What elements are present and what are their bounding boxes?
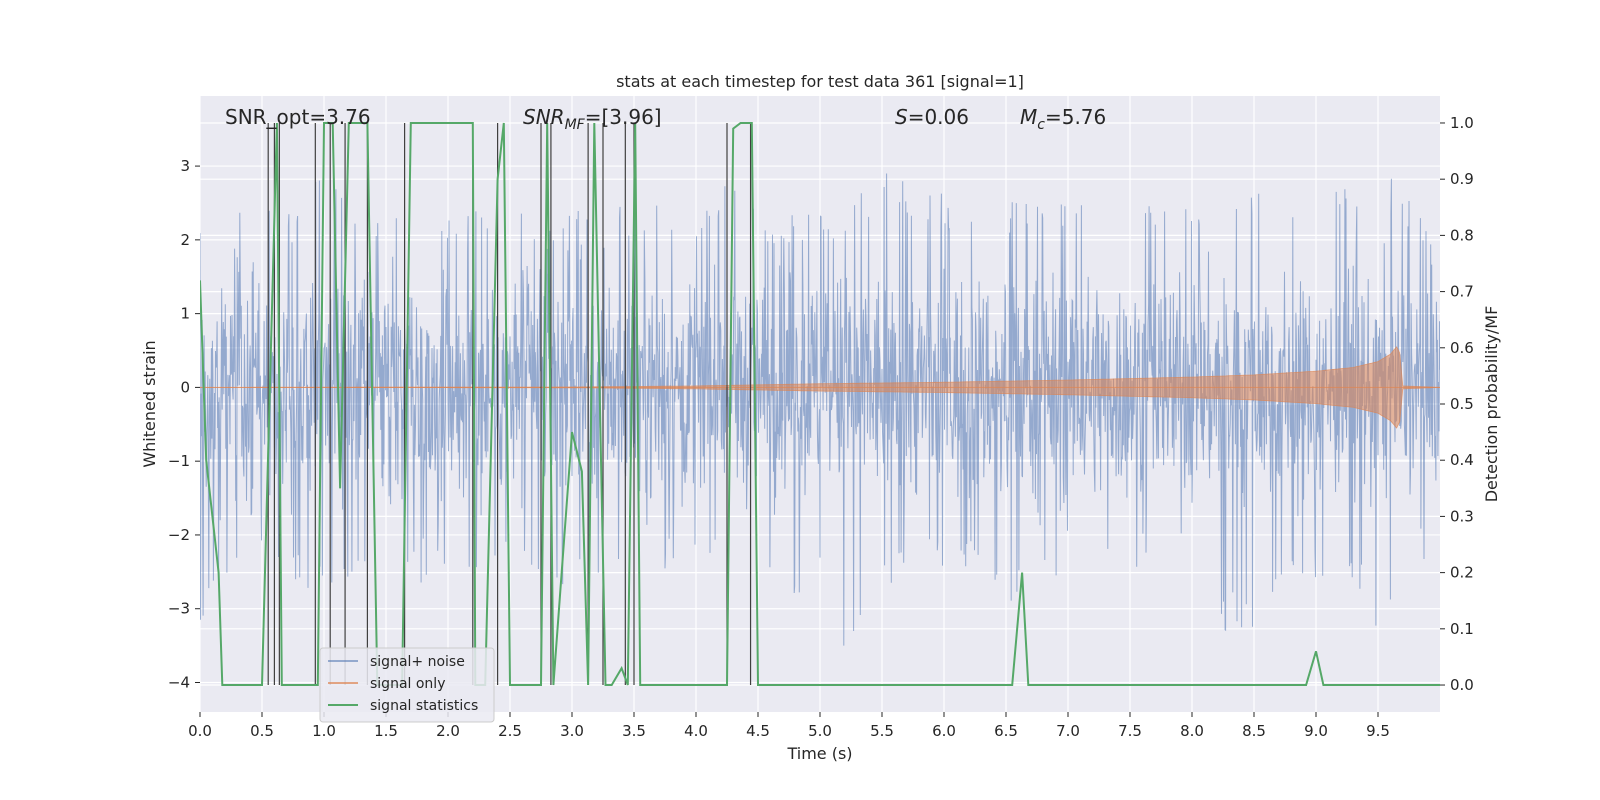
x-tick-label: 5.0: [808, 722, 832, 740]
signal-statistics-series: [200, 122, 1440, 686]
x-tick-label: 5.5: [870, 722, 894, 740]
y-right-tick-label: 1.0: [1450, 114, 1474, 132]
x-tick-label: 2.0: [436, 722, 460, 740]
s-var: S: [895, 105, 908, 129]
y-right-tick-label: 0.0: [1450, 676, 1474, 694]
legend-box: [319, 647, 495, 723]
x-axis-label: Time (s): [786, 744, 852, 763]
x-tick-label: 9.0: [1304, 722, 1328, 740]
y-right-tick-label: 0.4: [1450, 451, 1474, 469]
y-right-tick-label: 0.8: [1450, 226, 1474, 244]
mc-annotation: Mc=5.76: [1020, 105, 1106, 133]
ticks: 0.0 0.5 1.0 1.5 2.0 2.5 3.0 3.5 4.0 4.5 5.0 5.5 6.0 6…: [168, 114, 1474, 740]
snr-mf-value: =[3.96]: [585, 105, 662, 129]
x-tick-label: 0.0: [188, 722, 212, 740]
y-tick-label: 1: [180, 305, 190, 323]
legend-label-stats: signal statistics: [370, 698, 478, 714]
s-annotation: S=0.06: [895, 105, 969, 129]
mc-var: M: [1020, 105, 1037, 129]
snr-mf-var: SNR: [523, 105, 565, 129]
snr-opt-annotation: SNR_opt=3.76: [225, 105, 371, 129]
y-tick-label: 2: [180, 231, 190, 249]
x-tick-label: 1.5: [374, 722, 398, 740]
x-tick-label: 3.5: [622, 722, 646, 740]
x-tick-label: 8.5: [1242, 722, 1266, 740]
y-right-tick-label: 0.5: [1450, 395, 1474, 413]
x-tick-label: 7.5: [1118, 722, 1142, 740]
signal-statistics-line: [200, 122, 1440, 686]
y-tick-label: 0: [180, 378, 190, 396]
y-axis-right-label: Detection probability/MF: [1482, 306, 1501, 503]
x-tick-label: 4.0: [684, 722, 708, 740]
y-tick-label: −2: [168, 526, 190, 544]
x-tick-label: 6.5: [994, 722, 1018, 740]
x-tick-label: 3.0: [560, 722, 584, 740]
y-tick-label: 3: [180, 157, 190, 175]
x-tick-label: 4.5: [746, 722, 770, 740]
y-tick-label: −4: [168, 673, 190, 691]
legend: signal+ noise signal only signal statist…: [319, 647, 495, 723]
x-tick-label: 0.5: [250, 722, 274, 740]
snr-mf-sub: MF: [565, 117, 586, 133]
y-right-tick-label: 0.7: [1450, 283, 1474, 301]
legend-label-signal: signal only: [370, 676, 445, 692]
chart-title: stats at each timestep for test data 361…: [616, 72, 1024, 91]
x-tick-label: 6.0: [932, 722, 956, 740]
x-tick-label: 1.0: [312, 722, 336, 740]
legend-label-noise: signal+ noise: [370, 654, 465, 670]
x-tick-label: 9.5: [1366, 722, 1390, 740]
y-right-tick-label: 0.2: [1450, 564, 1474, 582]
x-tick-label: 2.5: [498, 722, 522, 740]
mc-sub: c: [1037, 117, 1045, 133]
x-tick-label: 7.0: [1056, 722, 1080, 740]
mc-value: =5.76: [1045, 105, 1106, 129]
y-right-tick-label: 0.6: [1450, 339, 1474, 357]
y-axis-label: Whitened strain: [140, 340, 159, 467]
s-value: =0.06: [908, 105, 969, 129]
snr-mf-annotation: SNRMF=[3.96]: [523, 105, 662, 133]
x-tick-label: 8.0: [1180, 722, 1204, 740]
y-tick-label: −3: [168, 600, 190, 618]
y-right-tick-label: 0.9: [1450, 170, 1474, 188]
y-right-tick-label: 0.1: [1450, 620, 1474, 638]
y-right-tick-label: 0.3: [1450, 507, 1474, 525]
y-tick-label: −1: [168, 452, 190, 470]
